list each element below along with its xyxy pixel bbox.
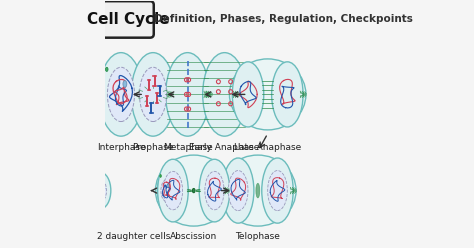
Ellipse shape	[99, 53, 143, 136]
Ellipse shape	[262, 158, 293, 223]
Ellipse shape	[232, 62, 264, 127]
Ellipse shape	[123, 81, 127, 87]
FancyArrowPatch shape	[206, 92, 211, 97]
FancyBboxPatch shape	[102, 1, 154, 38]
Text: Metaphase: Metaphase	[163, 143, 212, 152]
Ellipse shape	[268, 171, 287, 211]
Text: Early Anaphase: Early Anaphase	[189, 143, 260, 152]
Ellipse shape	[222, 158, 254, 223]
Ellipse shape	[192, 188, 195, 193]
Ellipse shape	[203, 53, 246, 136]
Ellipse shape	[228, 171, 248, 211]
Text: Prophase: Prophase	[132, 143, 174, 152]
Ellipse shape	[219, 155, 296, 226]
FancyArrowPatch shape	[151, 188, 157, 193]
Ellipse shape	[229, 59, 306, 130]
Text: Definition, Phases, Regulation, Checkpoints: Definition, Phases, Regulation, Checkpoi…	[154, 14, 413, 25]
Ellipse shape	[157, 173, 175, 209]
Ellipse shape	[272, 62, 303, 127]
FancyArrowPatch shape	[260, 136, 266, 148]
Ellipse shape	[90, 172, 111, 209]
Ellipse shape	[166, 53, 210, 136]
Ellipse shape	[161, 180, 172, 201]
FancyArrowPatch shape	[221, 188, 228, 193]
Text: Abscission: Abscission	[170, 232, 218, 241]
Text: Cell Cycle: Cell Cycle	[87, 12, 169, 27]
Ellipse shape	[155, 155, 232, 226]
Ellipse shape	[139, 67, 166, 122]
FancyArrowPatch shape	[169, 92, 174, 97]
Text: Interphase: Interphase	[97, 143, 145, 152]
Ellipse shape	[108, 67, 135, 122]
Ellipse shape	[167, 184, 169, 187]
Ellipse shape	[160, 174, 162, 177]
Ellipse shape	[105, 67, 108, 71]
Ellipse shape	[94, 180, 107, 202]
Ellipse shape	[205, 171, 224, 210]
Ellipse shape	[164, 171, 182, 210]
Ellipse shape	[199, 159, 230, 222]
Text: 2 daughter cells: 2 daughter cells	[97, 232, 170, 241]
Text: Telophase: Telophase	[236, 232, 280, 241]
Ellipse shape	[158, 159, 188, 222]
Ellipse shape	[92, 174, 94, 177]
Text: Late Anaphase: Late Anaphase	[234, 143, 301, 152]
FancyArrowPatch shape	[134, 92, 141, 97]
FancyArrowPatch shape	[233, 92, 245, 97]
Ellipse shape	[101, 184, 103, 187]
Ellipse shape	[256, 183, 260, 198]
Ellipse shape	[131, 53, 175, 136]
